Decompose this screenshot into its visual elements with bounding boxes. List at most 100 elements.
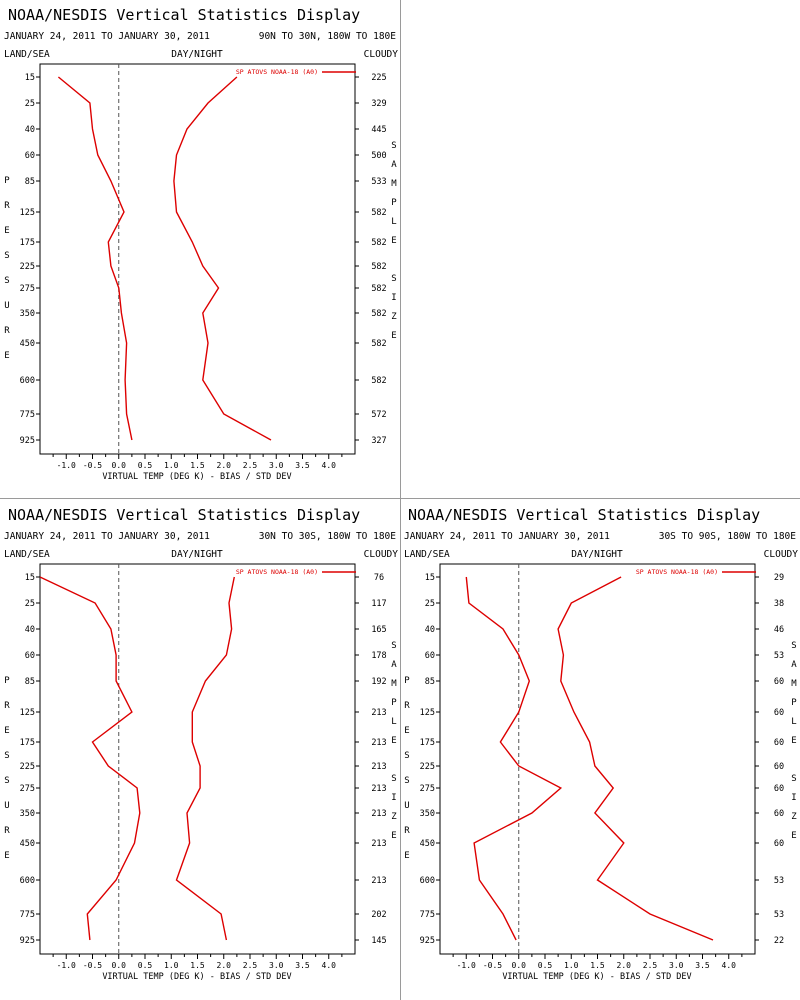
pressure-level-label: 40 <box>25 125 35 135</box>
x-tick-label: 0.5 <box>138 461 153 470</box>
x-tick-label: 2.0 <box>217 961 232 970</box>
legend-text: SP ATOVS NOAA-18 (A0) <box>636 568 718 576</box>
pressure-level-label: 40 <box>425 625 435 635</box>
x-tick-label: 0.0 <box>112 461 127 470</box>
sample-size-label: 582 <box>371 208 386 218</box>
pressure-level-label: 15 <box>25 573 35 583</box>
pressure-axis-letter: S <box>404 776 409 786</box>
pressure-level-label: 600 <box>20 376 35 386</box>
x-axis-label: VIRTUAL TEMP (DEG K) - BIAS / STD DEV <box>102 472 291 482</box>
sample-size-label: 329 <box>371 99 386 109</box>
pressure-axis-letter: S <box>404 751 409 761</box>
sample-size-label: 582 <box>371 284 386 294</box>
std-dev-line <box>557 576 714 941</box>
pressure-level-label: 85 <box>25 677 35 687</box>
sample-size-label: 60 <box>774 784 784 794</box>
pressure-axis-letter: S <box>4 776 9 786</box>
pressure-axis-letter: U <box>4 801 9 811</box>
sample-size-axis-letter: E <box>391 236 396 246</box>
x-tick-label: 0.5 <box>538 961 553 970</box>
x-tick-label: 1.0 <box>164 961 179 970</box>
sample-size-axis-letter: I <box>791 793 796 803</box>
pressure-axis-letter: E <box>4 351 9 361</box>
pressure-level-label: 25 <box>425 599 435 609</box>
panel-divider-vertical <box>400 0 401 1000</box>
pressure-level-label: 600 <box>20 876 35 886</box>
sample-size-axis-letter: S <box>391 141 396 151</box>
pressure-level-label: 15 <box>25 73 35 83</box>
sample-size-axis-letter: Z <box>791 812 797 822</box>
sample-size-label: 500 <box>371 151 386 161</box>
std-dev-line <box>175 576 235 941</box>
stats-panel-tropics: NOAA/NESDIS Vertical Statistics Display J… <box>4 506 399 982</box>
pressure-level-label: 85 <box>25 177 35 187</box>
pressure-axis-letter: R <box>4 201 10 211</box>
sample-size-axis-letter: M <box>791 679 797 689</box>
pressure-level-label: 450 <box>420 839 435 849</box>
x-tick-label: 1.0 <box>164 461 179 470</box>
sample-size-label: 202 <box>371 910 386 920</box>
x-tick-label: 1.5 <box>590 961 605 970</box>
sample-size-label: 582 <box>371 238 386 248</box>
sample-size-axis-letter: Z <box>391 312 397 322</box>
cloudy-label: CLOUDY <box>764 549 799 560</box>
sample-size-label: 60 <box>774 677 784 687</box>
sample-size-axis-letter: P <box>791 698 797 708</box>
sample-size-label: 60 <box>774 839 784 849</box>
pressure-axis-letter: R <box>4 701 10 711</box>
sample-size-label: 76 <box>374 573 384 583</box>
pressure-axis-letter: E <box>4 226 9 236</box>
sample-size-label: 60 <box>774 809 784 819</box>
sample-size-label: 53 <box>774 651 784 661</box>
legend-text: SP ATOVS NOAA-18 (A0) <box>236 568 318 576</box>
pressure-axis-letter: P <box>4 676 10 686</box>
x-tick-label: 2.5 <box>243 461 258 470</box>
sample-size-label: 582 <box>371 376 386 386</box>
sample-size-axis-letter: I <box>391 293 396 303</box>
cloudy-label: CLOUDY <box>364 549 399 560</box>
pressure-axis-letter: P <box>404 676 410 686</box>
pressure-level-label: 25 <box>25 99 35 109</box>
x-tick-label: 0.5 <box>138 961 153 970</box>
sample-size-axis-letter: E <box>391 736 396 746</box>
sample-size-axis-letter: L <box>391 717 396 727</box>
x-tick-label: 4.0 <box>722 961 737 970</box>
panel-title: NOAA/NESDIS Vertical Statistics Display <box>408 506 760 524</box>
pressure-level-label: 225 <box>20 762 35 772</box>
pressure-level-label: 350 <box>420 809 435 819</box>
x-tick-label: -1.0 <box>457 961 476 970</box>
pressure-level-label: 15 <box>425 573 435 583</box>
sample-size-axis-letter: A <box>391 160 397 170</box>
region: 30N TO 30S, 180W TO 180E <box>259 531 397 542</box>
sample-size-label: 213 <box>371 708 386 718</box>
sample-size-label: 46 <box>774 625 784 635</box>
x-tick-label: 2.5 <box>243 961 258 970</box>
pressure-level-label: 60 <box>25 151 35 161</box>
day-night-label: DAY/NIGHT <box>171 549 223 560</box>
bias-line <box>39 576 141 941</box>
land-sea-label: LAND/SEA <box>404 549 450 560</box>
x-tick-label: -0.5 <box>83 961 102 970</box>
sample-size-label: 22 <box>774 936 784 946</box>
sample-size-axis-letter: E <box>391 831 396 841</box>
sample-size-label: 582 <box>371 339 386 349</box>
pressure-axis-letter: U <box>4 301 9 311</box>
pressure-level-label: 925 <box>20 436 35 446</box>
pressure-axis-letter: E <box>404 851 409 861</box>
sample-size-label: 60 <box>774 708 784 718</box>
pressure-level-label: 600 <box>420 876 435 886</box>
sample-size-label: 60 <box>774 762 784 772</box>
std-dev-line <box>173 76 272 441</box>
sample-size-axis-letter: M <box>391 679 397 689</box>
plot-frame <box>39 63 356 455</box>
x-tick-label: 4.0 <box>322 961 337 970</box>
pressure-level-label: 40 <box>25 625 35 635</box>
sample-size-axis-letter: L <box>391 217 396 227</box>
pressure-axis-letter: R <box>404 826 410 836</box>
sample-size-label: 213 <box>371 809 386 819</box>
date-range: JANUARY 24, 2011 TO JANUARY 30, 2011 <box>404 531 610 542</box>
sample-size-label: 213 <box>371 876 386 886</box>
x-tick-label: 0.0 <box>112 961 127 970</box>
sample-size-label: 327 <box>371 436 386 446</box>
bias-line <box>57 76 133 441</box>
